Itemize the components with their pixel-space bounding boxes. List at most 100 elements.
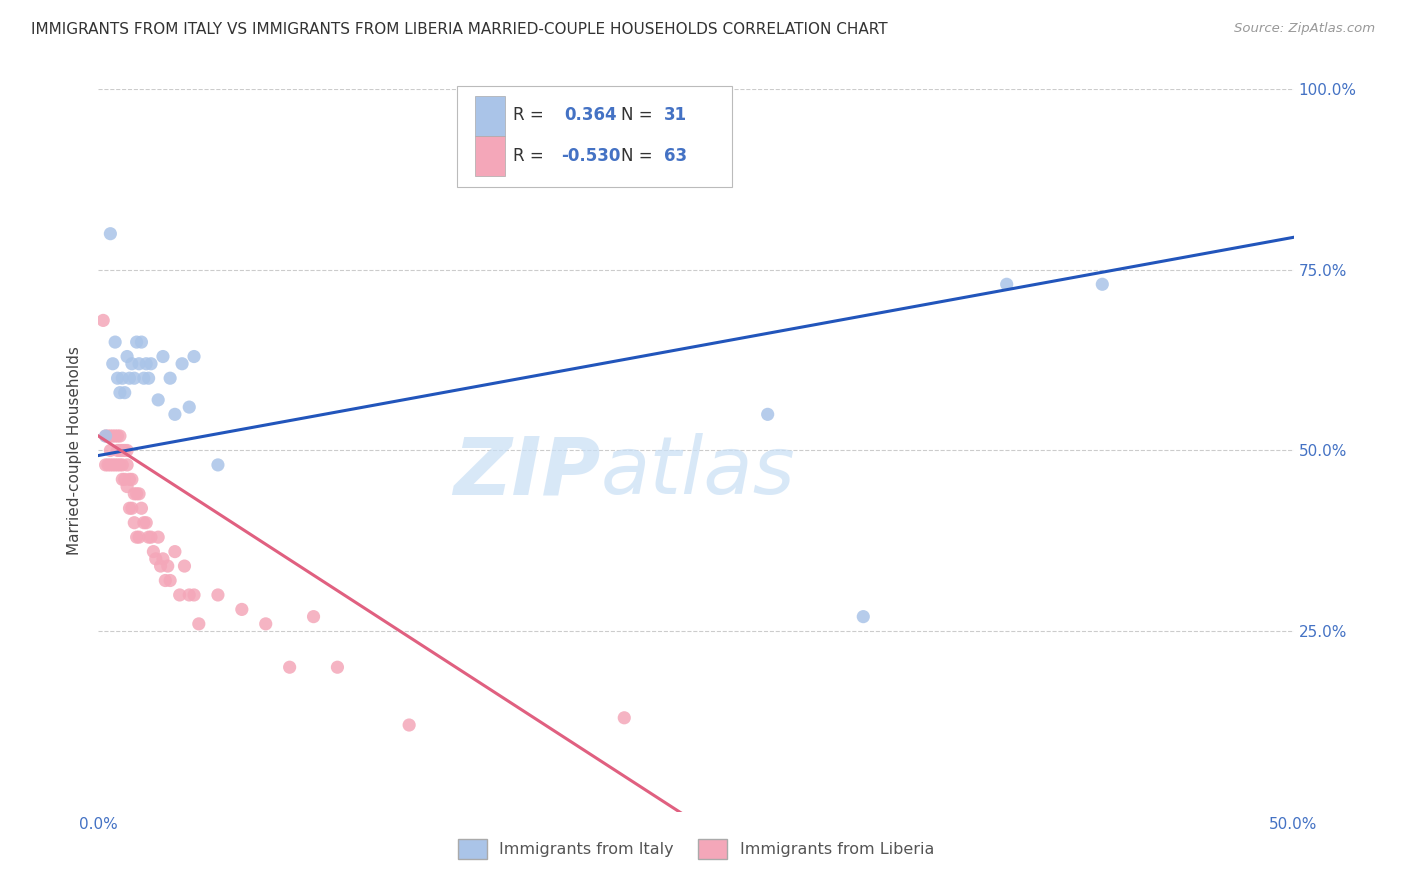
Point — [101, 458, 124, 472]
Point — [107, 371, 129, 385]
Point — [101, 429, 124, 443]
Point — [326, 660, 349, 674]
Point — [107, 429, 129, 443]
Point — [135, 516, 157, 530]
Point — [173, 559, 195, 574]
Bar — [475, 136, 505, 176]
Point — [159, 574, 181, 588]
Point — [114, 385, 136, 400]
Point — [163, 544, 186, 558]
Point — [104, 458, 127, 472]
Point — [132, 516, 155, 530]
Text: -0.530: -0.530 — [561, 146, 620, 165]
Point — [111, 472, 134, 486]
Point — [148, 530, 170, 544]
Point — [139, 530, 162, 544]
Point — [138, 530, 160, 544]
Point — [101, 357, 124, 371]
Point — [398, 718, 420, 732]
Point — [121, 472, 143, 486]
Bar — [475, 96, 505, 136]
Legend: Immigrants from Italy, Immigrants from Liberia: Immigrants from Italy, Immigrants from L… — [451, 833, 941, 865]
Point — [115, 350, 138, 364]
Y-axis label: Married-couple Households: Married-couple Households — [67, 346, 83, 555]
Point — [114, 472, 136, 486]
Point — [152, 551, 174, 566]
Point — [115, 480, 138, 494]
Point — [1091, 277, 1114, 292]
Point — [756, 407, 779, 421]
Point — [104, 334, 127, 349]
Point — [94, 458, 117, 472]
Point — [207, 588, 229, 602]
Point — [98, 429, 122, 443]
Point — [111, 371, 134, 385]
Point — [131, 334, 153, 349]
Point — [148, 392, 170, 407]
Point — [104, 429, 127, 443]
Point — [121, 357, 143, 371]
Point — [111, 458, 134, 472]
Text: R =: R = — [513, 106, 544, 124]
Point — [995, 277, 1018, 292]
Point — [121, 501, 143, 516]
Point — [118, 501, 141, 516]
Point — [107, 443, 129, 458]
Point — [613, 711, 636, 725]
Text: IMMIGRANTS FROM ITALY VS IMMIGRANTS FROM LIBERIA MARRIED-COUPLE HOUSEHOLDS CORRE: IMMIGRANTS FROM ITALY VS IMMIGRANTS FROM… — [31, 22, 887, 37]
Point — [183, 350, 205, 364]
Point — [108, 429, 131, 443]
Point — [124, 371, 146, 385]
Text: ZIP: ZIP — [453, 434, 600, 511]
Point — [149, 559, 172, 574]
Point — [159, 371, 181, 385]
Point — [172, 357, 194, 371]
Text: 0.364: 0.364 — [565, 106, 617, 124]
Point — [107, 458, 129, 472]
Text: N =: N = — [620, 106, 652, 124]
Point — [118, 371, 141, 385]
Point — [108, 443, 131, 458]
Text: atlas: atlas — [600, 434, 796, 511]
Text: R =: R = — [513, 146, 544, 165]
Text: N =: N = — [620, 146, 652, 165]
Point — [169, 588, 191, 602]
Point — [207, 458, 229, 472]
Point — [97, 429, 120, 443]
Point — [155, 574, 177, 588]
Point — [94, 429, 117, 443]
Point — [302, 609, 325, 624]
Point — [852, 609, 875, 624]
Point — [98, 443, 122, 458]
Text: 63: 63 — [664, 146, 686, 165]
Point — [97, 458, 120, 472]
Point — [135, 357, 157, 371]
Point — [131, 501, 153, 516]
Point — [124, 487, 146, 501]
Point — [231, 602, 253, 616]
Point — [91, 313, 114, 327]
Point — [254, 616, 277, 631]
Point — [111, 443, 134, 458]
Point — [118, 472, 141, 486]
Point — [114, 443, 136, 458]
Point — [183, 588, 205, 602]
Point — [98, 227, 122, 241]
Point — [115, 458, 138, 472]
Point — [187, 616, 209, 631]
Point — [115, 443, 138, 458]
Point — [163, 407, 186, 421]
Point — [125, 487, 148, 501]
Point — [179, 588, 201, 602]
Point — [128, 487, 150, 501]
Point — [98, 458, 122, 472]
Text: Source: ZipAtlas.com: Source: ZipAtlas.com — [1234, 22, 1375, 36]
Point — [142, 544, 165, 558]
Point — [108, 385, 131, 400]
Text: 31: 31 — [664, 106, 686, 124]
Point — [128, 357, 150, 371]
Point — [128, 530, 150, 544]
Point — [125, 530, 148, 544]
Point — [156, 559, 179, 574]
Point — [278, 660, 301, 674]
